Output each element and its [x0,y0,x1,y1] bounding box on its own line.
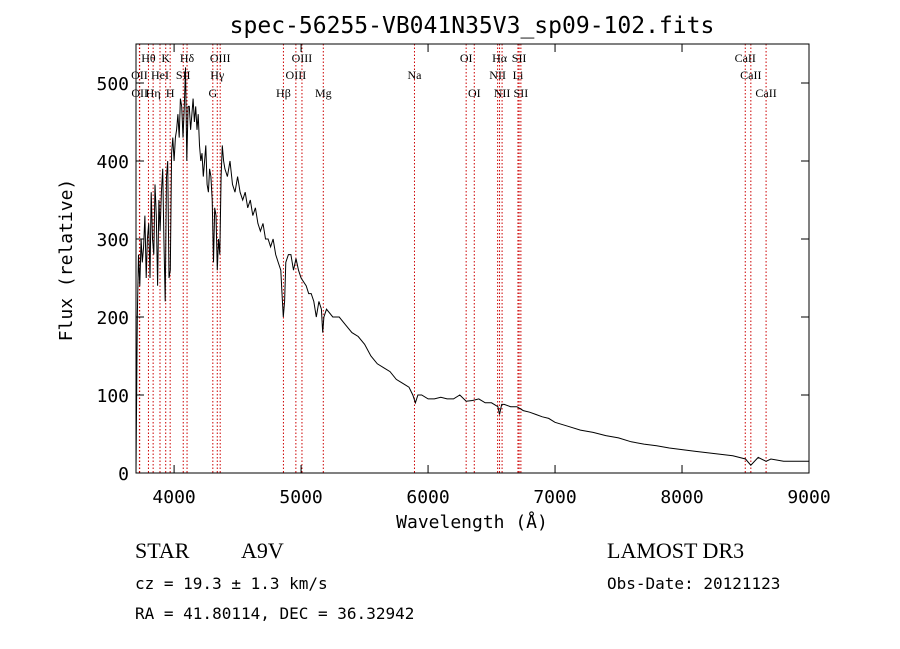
spectral-subclass: A9V [241,538,284,563]
line-label: OI [468,86,481,100]
line-label: SII [512,51,527,65]
line-label: Hδ [180,51,195,65]
x-tick-label: 8000 [660,487,703,508]
line-label: NII [494,86,511,100]
redshift-readout: cz = 19.3 ± 1.3 km/s [135,574,328,593]
flux-series-line [135,67,809,474]
y-tick-label: 100 [96,386,129,407]
line-label: K [161,51,170,65]
x-axis-label: Wavelength (Å) [396,511,548,533]
line-label: H [166,86,175,100]
x-tick-label: 7000 [533,487,576,508]
line-label: OIII [286,68,307,82]
object-type: STAR [135,538,190,563]
line-label: NII [489,68,506,82]
survey-name: LAMOST DR3 [607,538,745,563]
line-label: Hα [492,51,508,65]
line-label: SII [514,86,529,100]
line-label: CaII [755,86,776,100]
line-label: CaII [735,51,756,65]
coordinates: RA = 41.80114, DEC = 36.32942 [135,604,415,623]
obs-date: Obs-Date: 20121123 [607,574,781,593]
y-axis-ticks: 0 100 200 300 400 500 [96,74,809,485]
x-tick-label: 6000 [406,487,449,508]
chart-title: spec-56255-VB041N35V3_sp09-102.fits [230,13,715,39]
line-label: Na [407,68,422,82]
x-axis-ticks: 4000 5000 6000 7000 8000 9000 [152,44,831,508]
line-label: OI [460,51,473,65]
line-label: SII [176,68,191,82]
line-label: Li [513,68,524,82]
y-tick-label: 500 [96,74,129,95]
x-tick-label: 5000 [279,487,322,508]
emission-line-markers [138,44,767,473]
y-tick-label: 400 [96,152,129,173]
line-label: OIII [292,51,313,65]
line-label: Hβ [276,86,291,100]
y-tick-label: 300 [96,230,129,251]
line-label: Hη [146,86,161,100]
y-tick-label: 200 [96,308,129,329]
line-label: Mg [315,86,332,100]
line-label: OII [131,68,148,82]
line-label: OIII [210,51,231,65]
line-label: Hγ [210,68,225,82]
y-tick-label: 0 [118,464,129,485]
line-label: Hθ [141,51,156,65]
emission-line-labels: Hθ K Hδ OIII OIII OI Hα SII CaII OII HeI SII Hγ OIII N… [131,51,777,100]
line-label: CaII [740,68,761,82]
line-label: G [208,86,217,100]
x-tick-label: 4000 [152,487,195,508]
y-axis-label: Flux (relative) [56,179,77,342]
line-label: HeI [151,68,169,82]
plot-frame [135,43,810,474]
x-tick-label: 9000 [787,487,830,508]
